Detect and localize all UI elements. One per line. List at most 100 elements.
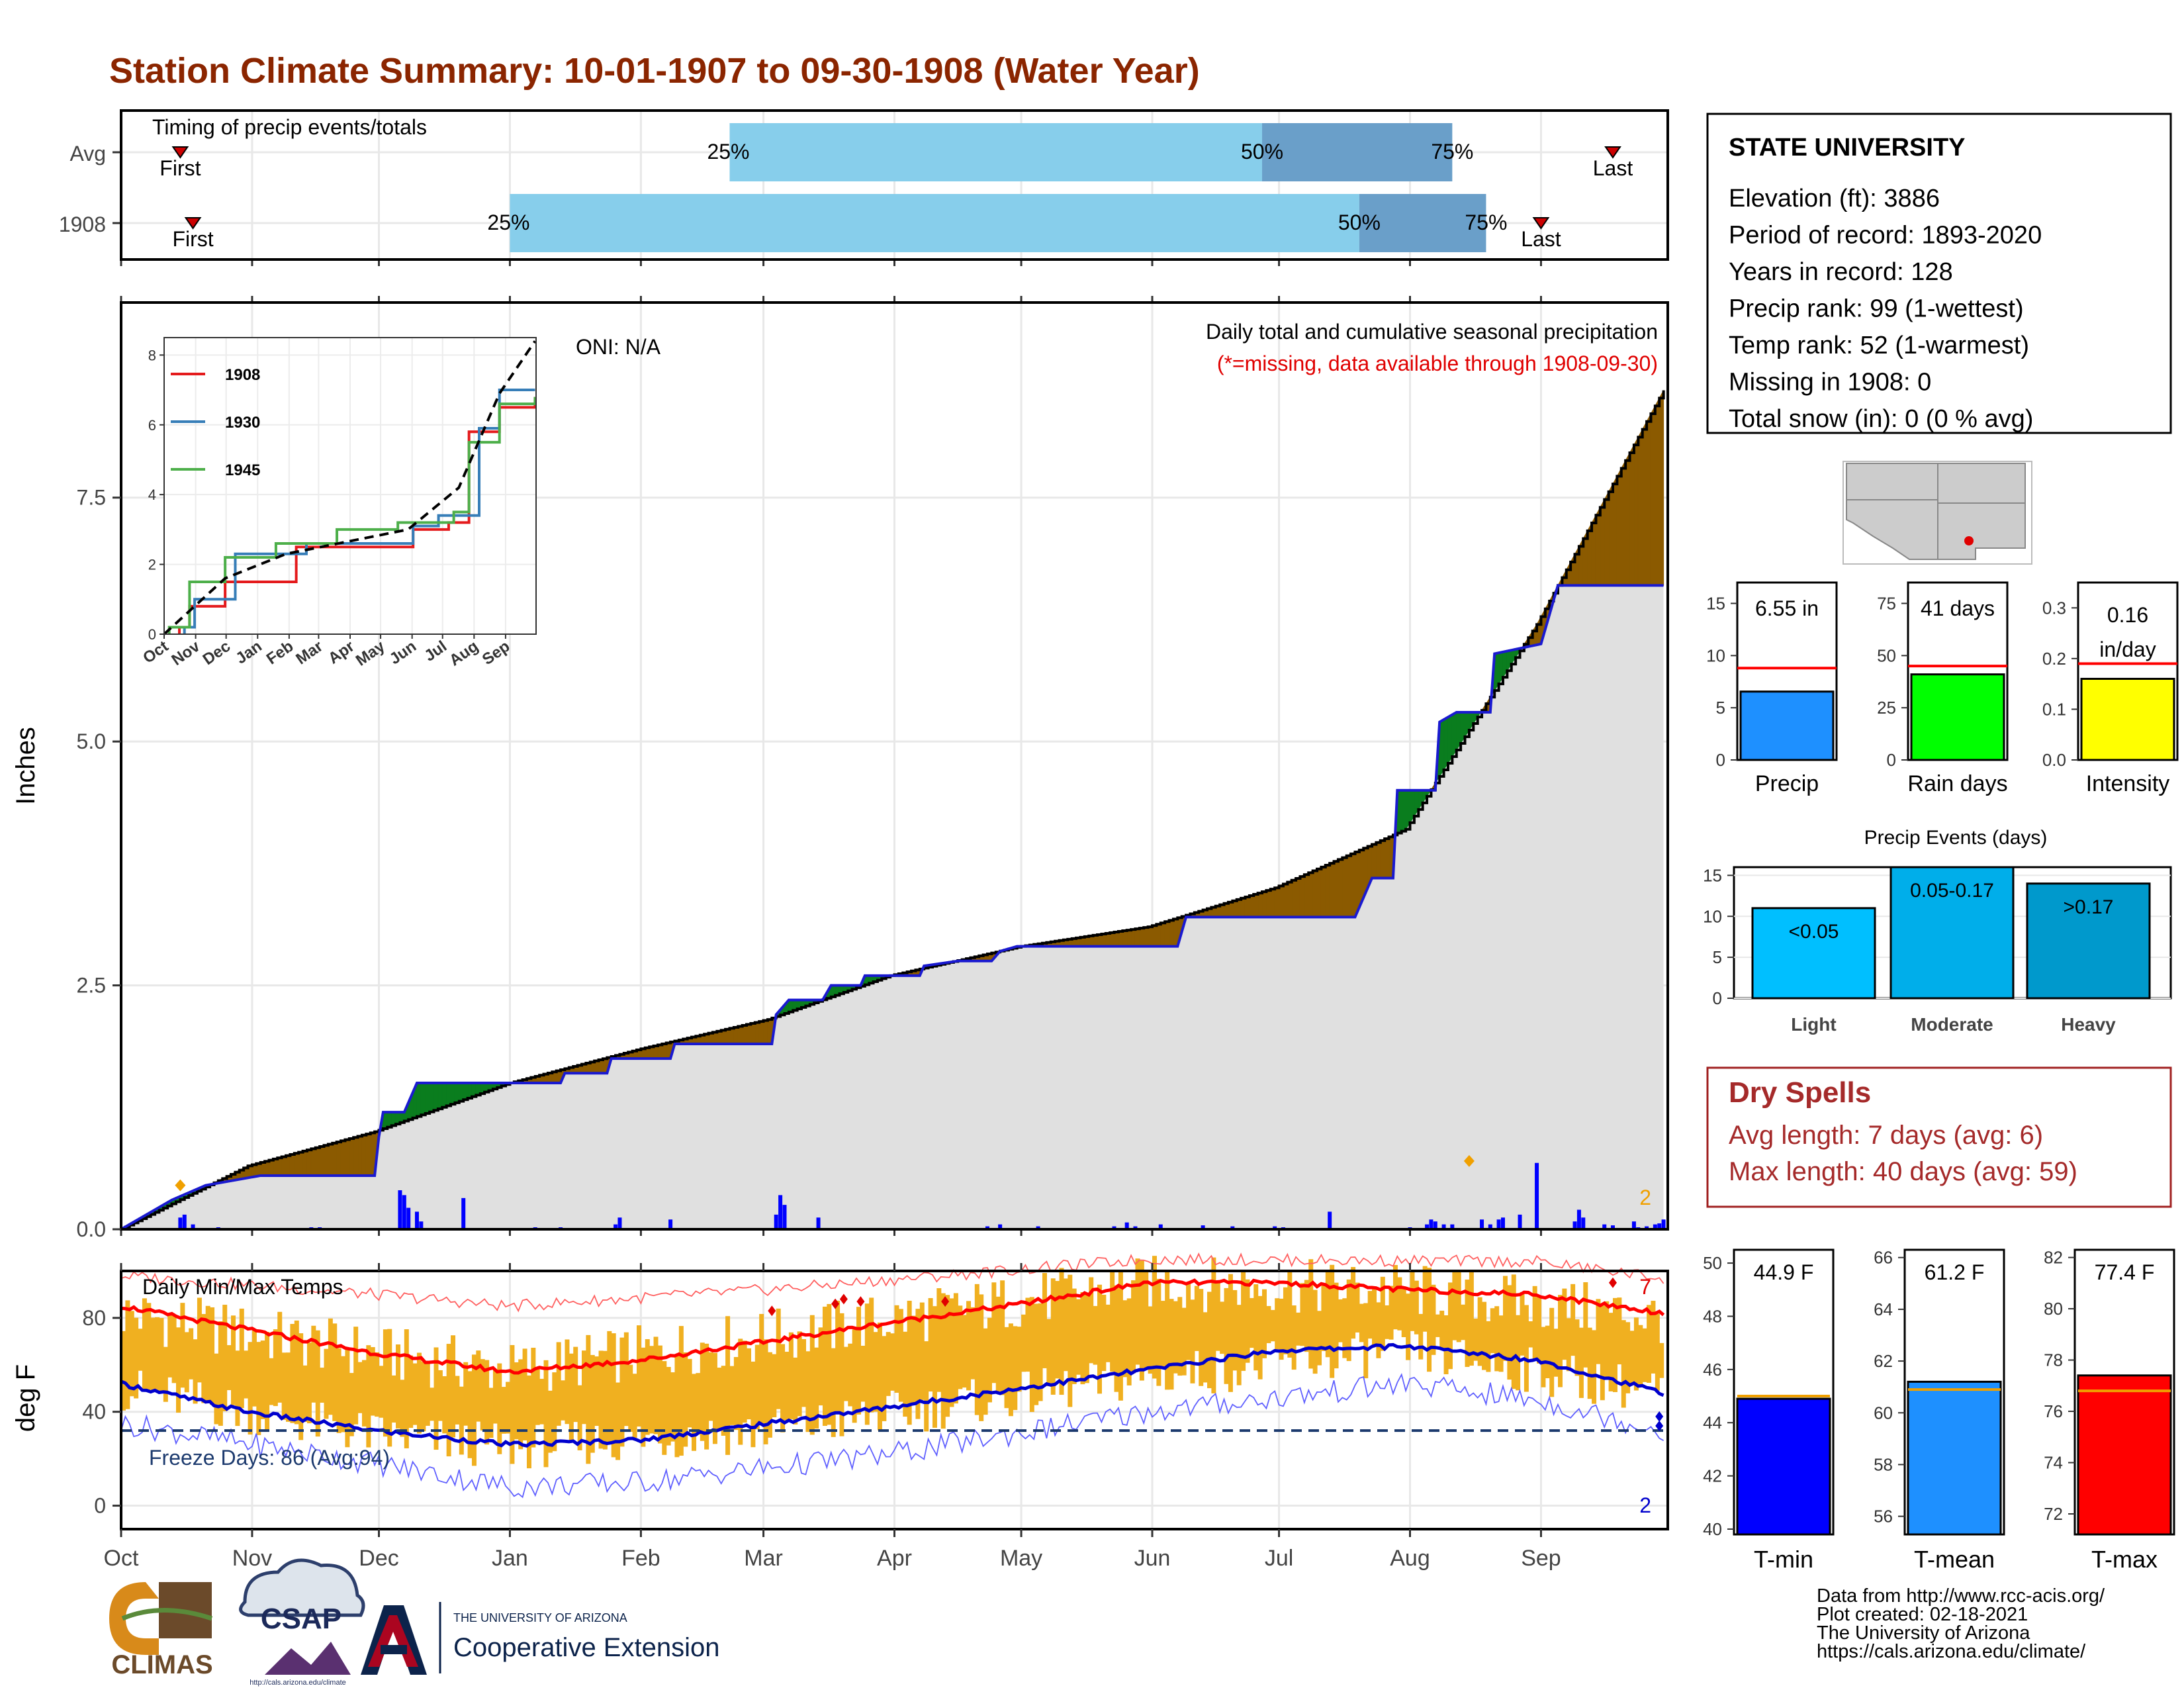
daily-temp-bar: [155, 1317, 160, 1391]
cumulative-difference-band: [446, 1082, 451, 1107]
daily-temp-bar: [408, 1355, 414, 1429]
daily-temp-bar: [248, 1342, 253, 1435]
summary-bar-charts: 0 5 10 15 Precip 6.55 in 0 25 50 75 Rain days 41 da…: [1706, 581, 2179, 796]
tbar-y-tick-label: 56: [1874, 1507, 1893, 1526]
cumulative-difference-band: [1384, 836, 1390, 878]
daily-temp-bar: [324, 1348, 329, 1419]
daily-temp-bar: [945, 1295, 950, 1417]
daily-temp-bar: [1228, 1274, 1233, 1392]
daily-temp-bar: [535, 1368, 540, 1425]
daily-temp-bar: [1068, 1274, 1073, 1407]
daily-precip-bar: [1433, 1221, 1437, 1229]
timing-bar-50-75: [1262, 123, 1453, 181]
daily-temp-bar: [1431, 1284, 1436, 1355]
daily-temp-bar: [320, 1368, 325, 1403]
daily-temp-bar: [328, 1318, 333, 1415]
daily-precip-bar: [998, 1224, 1003, 1229]
daily-temp-bar: [649, 1346, 655, 1434]
daily-temp-bar: [615, 1382, 621, 1460]
daily-precip-bar: [614, 1224, 618, 1229]
daily-temp-bar: [1363, 1303, 1369, 1379]
daily-precip-bar: [617, 1217, 622, 1229]
daily-temp-bar: [1177, 1297, 1183, 1376]
temp-y-tick-label: 80: [82, 1306, 106, 1330]
daily-temp-bar: [159, 1318, 164, 1393]
daily-temp-bar: [332, 1323, 338, 1421]
daily-precip-bar: [1653, 1224, 1657, 1229]
cumulative-difference-band: [1380, 838, 1385, 878]
daily-precip-bar: [1429, 1219, 1433, 1229]
daily-temp-bar: [784, 1352, 790, 1421]
daily-temp-bar: [1452, 1272, 1457, 1340]
cumulative-difference-band: [328, 1143, 333, 1176]
month-label: Jun: [1134, 1546, 1171, 1571]
daily-temp-bar: [492, 1370, 498, 1424]
daily-temp-bar: [1604, 1301, 1610, 1377]
daily-precip-bar: [774, 1214, 778, 1229]
minibar-y-tick-label: 10: [1706, 645, 1725, 665]
daily-temp-bar: [290, 1323, 295, 1423]
cumulative-difference-band: [357, 1135, 363, 1176]
cumulative-difference-band: [1265, 888, 1271, 917]
daily-temp-bar: [581, 1350, 586, 1425]
daily-temp-bar: [928, 1297, 933, 1392]
first-label: First: [172, 227, 213, 251]
precip-y-tick-label: 7.5: [77, 486, 106, 510]
daily-precip-bar: [1480, 1219, 1484, 1229]
daily-temp-bar: [1207, 1291, 1212, 1389]
cumulative-difference-band: [340, 1139, 345, 1176]
tbar-label-tmin: T-min: [1754, 1546, 1813, 1573]
daily-temp-bar: [1224, 1288, 1229, 1384]
station-info-line: Period of record: 1893-2020: [1729, 222, 2042, 250]
daily-temp-bar: [759, 1313, 764, 1425]
daily-precip-bar: [985, 1226, 989, 1229]
daily-temp-bar: [1249, 1297, 1254, 1348]
events-bar-moderate: [1889, 866, 2015, 1000]
daily-precip-bar: [1661, 1219, 1666, 1229]
daily-temp-bar: [1338, 1299, 1343, 1342]
daily-temp-bar: [1287, 1270, 1293, 1358]
daily-temp-bar: [827, 1303, 832, 1425]
cumulative-difference-band: [365, 1132, 371, 1176]
daily-temp-bar: [1034, 1303, 1039, 1405]
daily-temp-bar: [1651, 1301, 1656, 1374]
cumulative-difference-band: [754, 1021, 760, 1045]
daily-precip-bar: [406, 1207, 411, 1229]
temp-high-count: 7: [1639, 1275, 1651, 1299]
minibar-y-tick-label: 25: [1877, 698, 1896, 718]
daily-temp-bar: [1055, 1281, 1060, 1379]
daily-temp-bar: [1532, 1286, 1537, 1360]
daily-precip-bar: [178, 1217, 183, 1229]
daily-temp-bar: [1004, 1327, 1009, 1409]
daily-temp-bar: [1592, 1330, 1597, 1404]
daily-temp-bar: [818, 1327, 823, 1406]
month-label: Dec: [359, 1546, 398, 1571]
extreme-marker: [1463, 1154, 1475, 1167]
daily-temp-bar: [260, 1340, 265, 1419]
events-y-tick-label: 5: [1713, 947, 1722, 967]
timing-pct-label: 75%: [1465, 211, 1507, 234]
daily-precip-bar: [1657, 1223, 1662, 1229]
daily-temp-bar: [251, 1330, 257, 1407]
ua-top-text: THE UNIVERSITY OF ARIZONA: [453, 1611, 627, 1624]
daily-temp-bar: [767, 1352, 772, 1438]
daily-precip-bar: [1488, 1224, 1492, 1229]
daily-temp-bar: [1253, 1284, 1259, 1371]
daily-precip-bar: [191, 1224, 195, 1229]
minibar-y-tick-label: 0: [1716, 750, 1725, 770]
daily-temp-bar: [1351, 1267, 1356, 1339]
record-high-marker: [768, 1305, 776, 1317]
cumulative-difference-band: [1283, 881, 1288, 917]
dry-spells-box: Dry Spells Avg length: 7 days (avg: 6) M…: [1706, 1066, 2172, 1208]
daily-temp-bar: [1317, 1311, 1322, 1366]
daily-temp-bar: [940, 1293, 946, 1429]
minibar-value-precip: [1739, 690, 1835, 761]
temp-y-label: deg F: [11, 1364, 40, 1432]
daily-temp-bar: [306, 1342, 312, 1424]
daily-temp-bar: [809, 1315, 815, 1435]
daily-temp-bar: [400, 1380, 405, 1437]
daily-temp-bar: [1190, 1299, 1195, 1383]
daily-temp-bar: [463, 1362, 469, 1426]
daily-temp-bar: [375, 1352, 380, 1417]
daily-temp-bar: [193, 1339, 198, 1404]
